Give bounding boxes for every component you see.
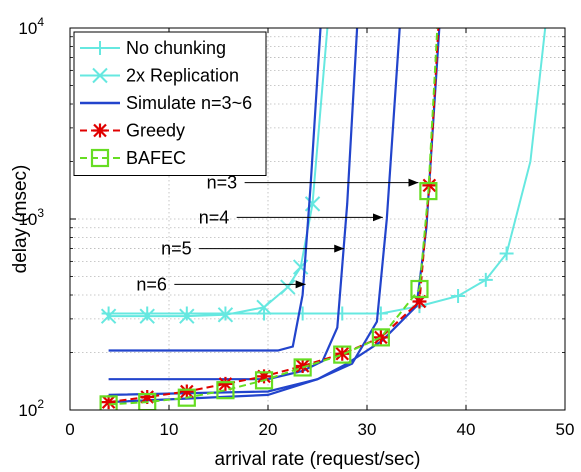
x-tick-label: 0 xyxy=(65,420,74,439)
series-point xyxy=(100,308,117,324)
series-point xyxy=(257,369,272,384)
series-point xyxy=(419,181,438,201)
y-tick-exponent: 3 xyxy=(37,206,44,220)
y-tick-label: 103 xyxy=(18,206,44,229)
y-tick-base: 10 xyxy=(18,19,37,38)
series-point xyxy=(217,307,234,323)
series-line xyxy=(108,28,401,396)
series-point xyxy=(373,306,388,321)
series-point xyxy=(99,395,118,410)
legend-marker xyxy=(93,41,107,55)
series-point xyxy=(478,272,493,287)
series-point xyxy=(499,246,514,261)
legend-item: No chunking xyxy=(80,38,226,58)
annotation-label: n=3 xyxy=(207,173,238,193)
series-line xyxy=(108,28,322,352)
series-point xyxy=(256,299,272,315)
x-tick-label: 40 xyxy=(457,420,476,439)
series-5 xyxy=(108,28,441,404)
annotation-label: n=5 xyxy=(161,239,192,259)
legend-item: Greedy xyxy=(80,121,185,141)
series-point xyxy=(371,328,390,347)
series-point xyxy=(216,381,235,400)
series-layer xyxy=(99,28,547,410)
y-tick-label: 104 xyxy=(18,15,44,38)
legend-label: No chunking xyxy=(126,38,226,58)
grid xyxy=(70,28,565,410)
legend-marker xyxy=(93,123,107,138)
series-2 xyxy=(108,28,322,352)
series-point xyxy=(335,346,350,361)
x-tick-label: 50 xyxy=(556,420,575,439)
series-point xyxy=(412,294,427,309)
series-point xyxy=(218,376,233,391)
y-axis-label: delay (msec) xyxy=(10,165,31,274)
series-point xyxy=(179,384,194,399)
series-point xyxy=(254,371,274,390)
series-point xyxy=(179,306,194,321)
series-line xyxy=(108,28,329,318)
y-tick-base: 10 xyxy=(18,401,37,420)
annotation-label: n=4 xyxy=(199,207,230,227)
x-tick-label: 30 xyxy=(358,420,377,439)
series-point xyxy=(373,330,388,345)
series-point xyxy=(138,392,157,410)
series-4 xyxy=(108,28,401,396)
series-point xyxy=(179,308,195,324)
series-point xyxy=(410,279,429,299)
series-point xyxy=(257,306,272,321)
series-6 xyxy=(101,28,440,410)
legend-label: Simulate n=3~6 xyxy=(126,93,252,113)
series-point xyxy=(140,306,155,321)
x-axis-label: arrival rate (request/sec) xyxy=(215,449,421,470)
series-line xyxy=(108,28,439,406)
series-7 xyxy=(99,28,439,410)
legend: No chunking 2x Replication Simulate n=3~6 G… xyxy=(73,31,267,176)
legend-label: BAFEC xyxy=(126,148,186,168)
x-tick-label: 20 xyxy=(259,420,278,439)
series-point xyxy=(177,388,196,407)
legend-item: Simulate n=3~6 xyxy=(80,93,252,113)
y-tick-label: 102 xyxy=(18,397,44,420)
x-tick-label: 10 xyxy=(160,420,179,439)
y-tick-base: 10 xyxy=(18,210,37,229)
legend-label: Greedy xyxy=(126,121,185,141)
annotations: n=3 n=4 n=5 n=6 xyxy=(136,173,419,294)
legend-item: BAFEC xyxy=(80,148,186,168)
legend-marker xyxy=(92,67,108,84)
series-point xyxy=(140,389,155,404)
series-point xyxy=(451,289,466,304)
annotation-label: n=6 xyxy=(136,274,167,294)
series-point xyxy=(280,279,296,295)
y-tick-exponent: 2 xyxy=(37,397,44,411)
series-point xyxy=(101,395,116,410)
series-point xyxy=(422,178,437,193)
legend-item: 2x Replication xyxy=(80,66,239,86)
series-point xyxy=(333,345,352,364)
series-point xyxy=(295,358,310,373)
series-point xyxy=(101,306,116,321)
series-line xyxy=(108,28,441,404)
series-point xyxy=(293,358,312,377)
legend-marker xyxy=(90,148,110,168)
series-point xyxy=(139,308,155,324)
legend-label: 2x Replication xyxy=(126,66,239,86)
y-tick-exponent: 4 xyxy=(37,15,44,29)
